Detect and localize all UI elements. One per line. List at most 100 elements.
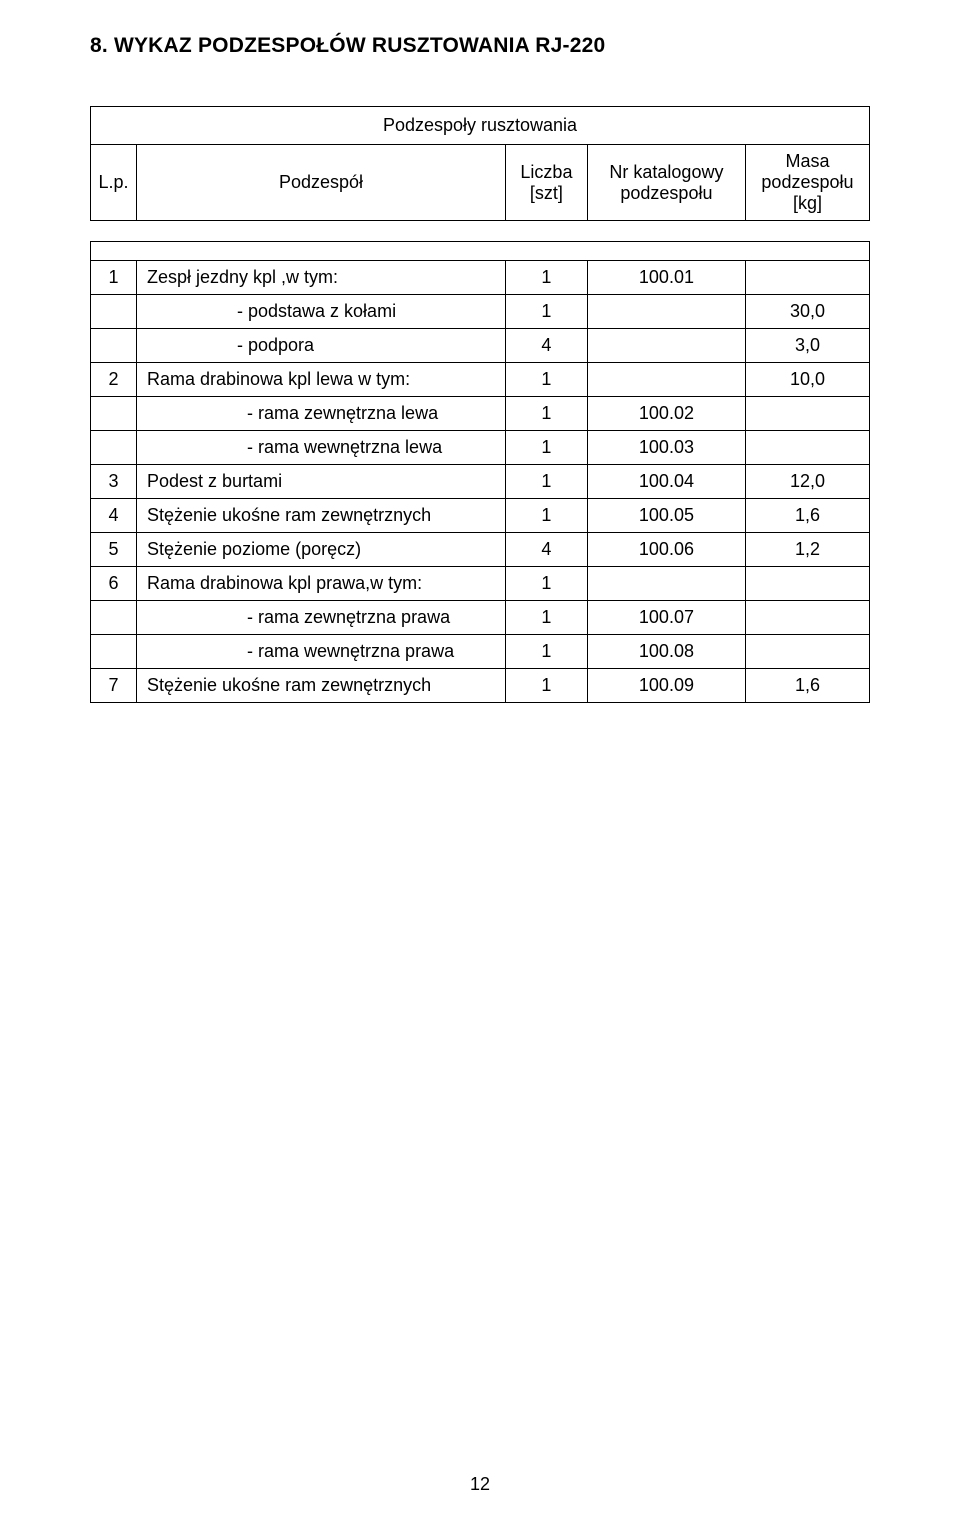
cell-name: Stężenie ukośne ram zewnętrznych bbox=[137, 499, 506, 533]
cell-cat bbox=[587, 567, 745, 601]
cell-cat bbox=[587, 329, 745, 363]
cell-lp bbox=[91, 329, 137, 363]
table-spacer-row bbox=[91, 242, 870, 261]
table-caption: Podzespoły rusztowania bbox=[91, 107, 870, 145]
cell-name: Rama drabinowa kpl lewa w tym: bbox=[137, 363, 506, 397]
cell-qty: 1 bbox=[505, 669, 587, 703]
table-row: 1Zespł jezdny kpl ,w tym:1100.01 bbox=[91, 261, 870, 295]
page: 8. WYKAZ PODZESPOŁÓW RUSZTOWANIA RJ-220 … bbox=[0, 0, 960, 1521]
section-title: 8. WYKAZ PODZESPOŁÓW RUSZTOWANIA RJ-220 bbox=[90, 34, 870, 58]
cell-lp bbox=[91, 295, 137, 329]
cell-lp: 1 bbox=[91, 261, 137, 295]
cell-cat: 100.09 bbox=[587, 669, 745, 703]
cell-mass bbox=[745, 567, 869, 601]
col-mass-l3: [kg] bbox=[793, 193, 822, 213]
cell-qty: 4 bbox=[505, 329, 587, 363]
cell-cat bbox=[587, 295, 745, 329]
cell-cat: 100.02 bbox=[587, 397, 745, 431]
cell-mass bbox=[745, 397, 869, 431]
table-row: - rama wewnętrzna lewa1100.03 bbox=[91, 431, 870, 465]
table-row: 4Stężenie ukośne ram zewnętrznych1100.05… bbox=[91, 499, 870, 533]
cell-cat: 100.07 bbox=[587, 601, 745, 635]
cell-name: Zespł jezdny kpl ,w tym: bbox=[137, 261, 506, 295]
table-row: - rama zewnętrzna prawa1100.07 bbox=[91, 601, 870, 635]
cell-lp: 2 bbox=[91, 363, 137, 397]
cell-qty: 1 bbox=[505, 635, 587, 669]
parts-header-table: Podzespoły rusztowania L.p. Podzespół Li… bbox=[90, 106, 870, 221]
cell-name: - rama zewnętrzna prawa bbox=[137, 601, 506, 635]
col-qty-l2: [szt] bbox=[530, 183, 563, 203]
cell-cat: 100.04 bbox=[587, 465, 745, 499]
table-row: 6Rama drabinowa kpl prawa,w tym:1 bbox=[91, 567, 870, 601]
cell-lp: 3 bbox=[91, 465, 137, 499]
cell-mass bbox=[745, 261, 869, 295]
cell-cat: 100.01 bbox=[587, 261, 745, 295]
col-qty: Liczba [szt] bbox=[505, 145, 587, 221]
cell-lp: 4 bbox=[91, 499, 137, 533]
col-mass: Masa podzespołu [kg] bbox=[745, 145, 869, 221]
cell-qty: 1 bbox=[505, 261, 587, 295]
cell-lp bbox=[91, 431, 137, 465]
cell-mass bbox=[745, 431, 869, 465]
cell-qty: 1 bbox=[505, 499, 587, 533]
cell-qty: 1 bbox=[505, 431, 587, 465]
table-row: 2Rama drabinowa kpl lewa w tym:1 10,0 bbox=[91, 363, 870, 397]
cell-qty: 1 bbox=[505, 465, 587, 499]
table-row: 7Stężenie ukośne ram zewnętrznych1100.09… bbox=[91, 669, 870, 703]
cell-name: Rama drabinowa kpl prawa,w tym: bbox=[137, 567, 506, 601]
cell-mass: 12,0 bbox=[745, 465, 869, 499]
cell-qty: 1 bbox=[505, 295, 587, 329]
cell-mass: 10,0 bbox=[745, 363, 869, 397]
cell-mass bbox=[745, 635, 869, 669]
table-caption-row: Podzespoły rusztowania bbox=[91, 107, 870, 145]
cell-lp bbox=[91, 635, 137, 669]
table-header-row: L.p. Podzespół Liczba [szt] Nr katalogow… bbox=[91, 145, 870, 221]
cell-qty: 1 bbox=[505, 567, 587, 601]
table-row: 5Stężenie poziome (poręcz)4100.061,2 bbox=[91, 533, 870, 567]
col-lp: L.p. bbox=[91, 145, 137, 221]
cell-name: - podstawa z kołami bbox=[137, 295, 506, 329]
table-row: - rama zewnętrzna lewa1100.02 bbox=[91, 397, 870, 431]
table-gap bbox=[90, 221, 870, 241]
cell-mass: 3,0 bbox=[745, 329, 869, 363]
cell-mass: 1,6 bbox=[745, 669, 869, 703]
col-mass-l2: podzespołu bbox=[761, 172, 853, 192]
cell-name: Podest z burtami bbox=[137, 465, 506, 499]
cell-lp: 6 bbox=[91, 567, 137, 601]
cell-mass bbox=[745, 601, 869, 635]
cell-mass: 30,0 bbox=[745, 295, 869, 329]
col-cat: Nr katalogowy podzespołu bbox=[587, 145, 745, 221]
table-row: - rama wewnętrzna prawa1100.08 bbox=[91, 635, 870, 669]
cell-cat bbox=[587, 363, 745, 397]
cell-name: - rama zewnętrzna lewa bbox=[137, 397, 506, 431]
cell-cat: 100.05 bbox=[587, 499, 745, 533]
cell-qty: 1 bbox=[505, 601, 587, 635]
cell-name: Stężenie poziome (poręcz) bbox=[137, 533, 506, 567]
table-spacer-cell bbox=[91, 242, 870, 261]
cell-name: - rama wewnętrzna prawa bbox=[137, 635, 506, 669]
cell-name: Stężenie ukośne ram zewnętrznych bbox=[137, 669, 506, 703]
col-name: Podzespół bbox=[137, 145, 506, 221]
cell-qty: 1 bbox=[505, 363, 587, 397]
cell-qty: 4 bbox=[505, 533, 587, 567]
table-row: 3Podest z burtami1100.0412,0 bbox=[91, 465, 870, 499]
cell-lp: 7 bbox=[91, 669, 137, 703]
cell-qty: 1 bbox=[505, 397, 587, 431]
cell-lp bbox=[91, 601, 137, 635]
col-cat-l1: Nr katalogowy bbox=[609, 162, 723, 182]
col-cat-l2: podzespołu bbox=[620, 183, 712, 203]
cell-lp bbox=[91, 397, 137, 431]
cell-name: - rama wewnętrzna lewa bbox=[137, 431, 506, 465]
cell-mass: 1,6 bbox=[745, 499, 869, 533]
cell-lp: 5 bbox=[91, 533, 137, 567]
table-row: - podpora4 3,0 bbox=[91, 329, 870, 363]
parts-body-table: 1Zespł jezdny kpl ,w tym:1100.01- podsta… bbox=[90, 241, 870, 703]
col-qty-l1: Liczba bbox=[520, 162, 572, 182]
table-row: - podstawa z kołami1 30,0 bbox=[91, 295, 870, 329]
col-mass-l1: Masa bbox=[785, 151, 829, 171]
cell-cat: 100.03 bbox=[587, 431, 745, 465]
cell-name: - podpora bbox=[137, 329, 506, 363]
cell-cat: 100.08 bbox=[587, 635, 745, 669]
cell-mass: 1,2 bbox=[745, 533, 869, 567]
cell-cat: 100.06 bbox=[587, 533, 745, 567]
